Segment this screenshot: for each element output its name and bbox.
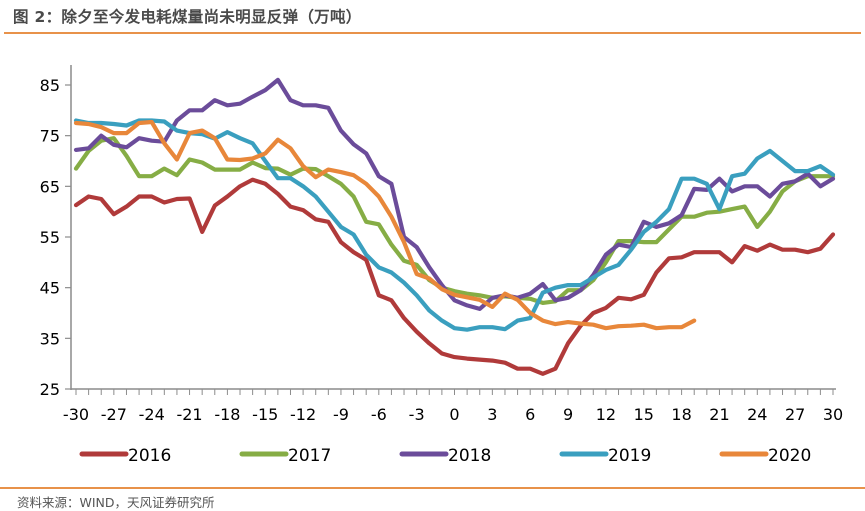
legend: 2016 2017 2018 2019 2020 xyxy=(79,446,811,466)
x-tick-label: 12 xyxy=(596,405,616,424)
x-tick-label: -9 xyxy=(333,405,349,424)
x-tick-label: 0 xyxy=(449,405,459,424)
y-tick-label: 65 xyxy=(40,177,60,196)
x-tick-label: -3 xyxy=(409,405,425,424)
x-tick-label: -18 xyxy=(214,405,240,424)
legend-item-2016: 2016 xyxy=(79,446,171,466)
figure-title: 图 2：除夕至今发电耗煤量尚未明显反弹（万吨） xyxy=(13,8,362,26)
y-tick-label: 35 xyxy=(40,329,60,348)
series-line-2019 xyxy=(73,118,836,332)
legend-label: 2019 xyxy=(608,446,651,466)
y-tick-label: 75 xyxy=(40,127,60,146)
y-tick-label: 85 xyxy=(40,76,60,95)
x-tick-label: 18 xyxy=(671,405,691,424)
x-tick-label: 3 xyxy=(487,405,497,424)
x-tick-label: -6 xyxy=(371,405,387,424)
legend-label: 2017 xyxy=(288,446,331,466)
legend-label: 2016 xyxy=(128,446,171,466)
x-tick-label: 24 xyxy=(747,405,767,424)
x-axis: -30 -27 -24 -21 -18 -15 -12 -9 -6 -3 0 3 6 9 12 15 18 21 2… xyxy=(63,388,843,424)
footer-divider xyxy=(0,487,865,489)
legend-item-2017: 2017 xyxy=(239,446,331,466)
series-line-2017 xyxy=(73,136,836,305)
y-axis: 25 35 45 55 65 75 85 xyxy=(40,65,72,399)
legend-label: 2018 xyxy=(448,446,491,466)
x-tick-label: -21 xyxy=(176,405,202,424)
x-tick-label: -30 xyxy=(63,405,89,424)
x-tick-label: 30 xyxy=(823,405,843,424)
legend-item-2020: 2020 xyxy=(719,446,811,466)
x-tick-label: -12 xyxy=(290,405,316,424)
series-line-2018 xyxy=(73,77,836,311)
source-note: 资料来源：WIND，天风证券研究所 xyxy=(17,495,215,510)
legend-item-2019: 2019 xyxy=(559,446,651,466)
x-tick-label: -15 xyxy=(252,405,278,424)
x-tick-label: 15 xyxy=(634,405,654,424)
title-divider xyxy=(4,32,861,34)
x-tick-label: 21 xyxy=(709,405,729,424)
x-tick-label: 6 xyxy=(525,405,535,424)
x-tick-label: 27 xyxy=(785,405,805,424)
x-tick-label: -27 xyxy=(101,405,127,424)
legend-label: 2020 xyxy=(768,446,811,466)
y-tick-label: 25 xyxy=(40,380,60,399)
series-lines xyxy=(73,77,836,376)
x-tick-label: 9 xyxy=(563,405,573,424)
legend-item-2018: 2018 xyxy=(399,446,491,466)
y-tick-label: 45 xyxy=(40,279,60,298)
series-line-2016 xyxy=(73,177,836,376)
y-tick-label: 55 xyxy=(40,228,60,247)
x-tick-label: -24 xyxy=(139,405,165,424)
series-line-2020 xyxy=(73,119,697,331)
